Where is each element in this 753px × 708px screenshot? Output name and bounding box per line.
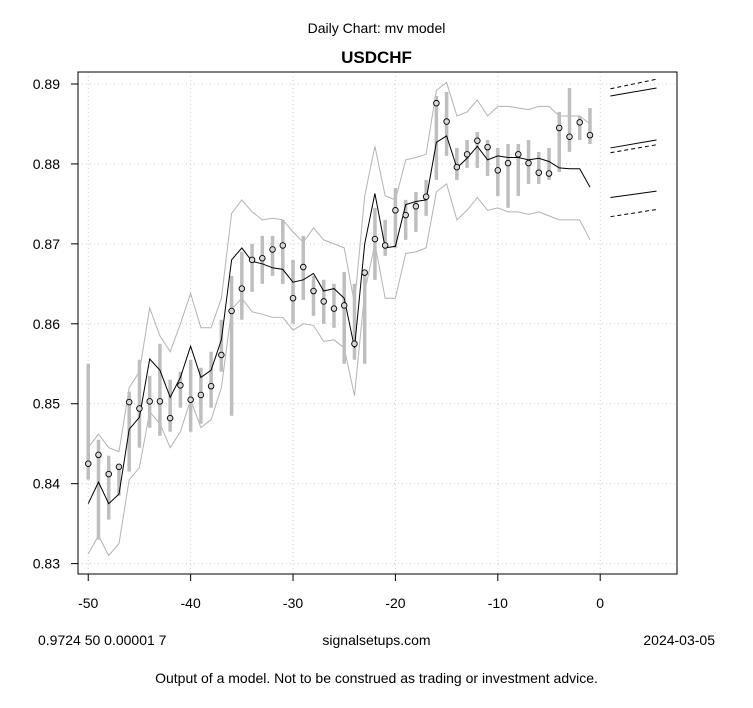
y-tick-label: 0.88 [33,156,60,172]
forecast-line [610,87,657,97]
close-point [289,294,297,302]
close-point [238,285,246,292]
x-tick-label: -10 [488,595,508,611]
close-point [504,159,512,167]
close-point [351,340,358,348]
close-point [555,124,563,132]
close-point [125,398,133,406]
close-point [433,99,440,107]
model-line-path [87,135,591,505]
close-point [576,119,583,126]
close-point [320,298,327,305]
y-tick-label: 0.84 [33,476,60,492]
close-point [463,151,471,158]
forecast-line [610,190,657,198]
close-point [166,414,174,422]
forecast-lines [610,78,657,218]
close-point [515,151,522,158]
chart-subtitle: Daily Chart: mv model [307,20,446,36]
y-tick-label: 0.89 [33,76,60,92]
close-point [207,382,215,390]
close-point [228,307,235,315]
close-point [340,302,348,309]
close-point [269,246,276,253]
x-tick-label: -30 [283,595,303,611]
close-point [136,405,143,412]
close-point [361,269,368,276]
close-point [474,137,481,144]
chart-title: USDCHF [341,48,412,67]
x-tick-label: -50 [78,595,98,611]
close-point [381,242,389,249]
close-point [566,133,573,140]
close-point [392,207,399,214]
y-tick-label: 0.85 [33,396,60,412]
close-point [115,463,123,471]
plot-frame [77,71,678,575]
close-point [197,391,205,399]
x-tick-label: 0 [596,595,604,611]
forecast-line [610,139,657,149]
close-point [545,170,553,177]
close-point [422,193,430,200]
source-link[interactable]: signalsetups.com [322,632,431,648]
x-tick-label: -40 [181,595,201,611]
close-point [525,159,532,167]
y-tick-label: 0.87 [33,236,60,252]
axes: -50 -40 -30 -20 -10 0 0.83 0.84 0.85 0.86 0.87 0.88… [33,76,605,611]
range-bars [86,87,592,540]
close-point [187,396,194,403]
close-point [310,287,317,295]
close-point [453,163,461,171]
close-point [84,460,92,467]
close-point [412,203,420,210]
close-point [105,470,112,478]
close-point [494,167,502,174]
close-point [156,398,164,405]
close-point [259,255,266,262]
close-point [95,451,102,459]
close-point [371,235,379,243]
band-lower-line [87,183,591,557]
close-point [330,305,338,312]
chart-date: 2024-03-05 [643,632,715,648]
close-point [443,118,450,125]
model-params: 0.9724 50 0.00001 7 [38,632,167,648]
close-point [586,131,594,139]
forecast-dashed-line [610,144,657,154]
close-point [218,351,225,359]
disclaimer-text: Output of a model. Not to be construed a… [155,670,598,686]
grid-lines [78,72,677,574]
band-lines [87,81,591,557]
band-upper-line [87,81,591,453]
close-point [248,256,256,264]
forecast-dashed-line [610,78,657,90]
close-point [402,211,409,219]
y-tick-label: 0.86 [33,316,60,332]
close-point [484,143,491,151]
close-point [177,382,184,389]
close-point [146,398,153,405]
close-points [84,99,594,478]
y-tick-label: 0.83 [33,556,60,572]
model-line [87,135,591,505]
x-tick-label: -20 [385,595,405,611]
close-point [535,169,543,176]
close-point [300,263,307,271]
close-point [279,242,287,249]
forecast-dashed-line [610,208,657,218]
